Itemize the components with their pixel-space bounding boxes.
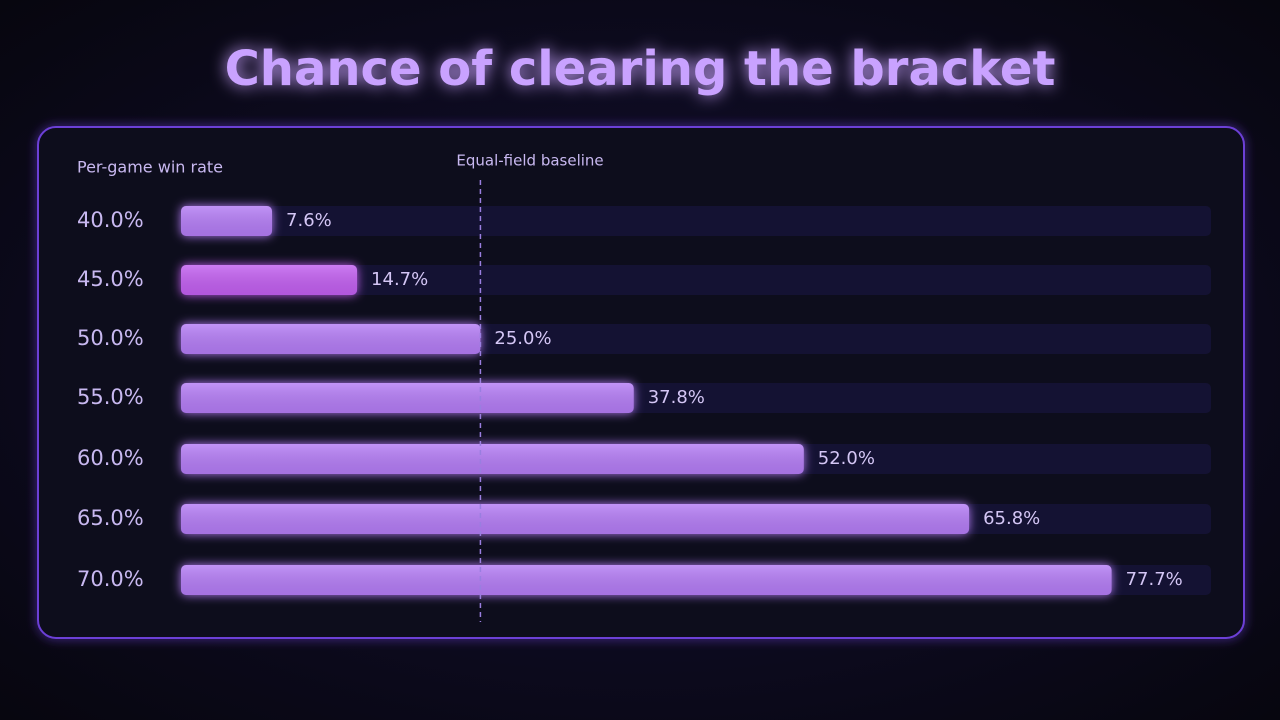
bar-sheen [181,444,804,474]
plot-area: 40.0% 7.6% 45.0% 14.7% 50.0% 25.0% 55.0% 37.8% 6… [77,152,1211,622]
value-label: 37.8% [648,387,705,408]
value-label: 77.7% [1126,569,1183,590]
y-tick-label: 65.0% [77,506,144,530]
y-tick-label: 45.0% [77,267,144,291]
y-tick-label: 55.0% [77,385,144,409]
bar-sheen [181,265,358,295]
axis-label: Per-game win rate [77,158,223,177]
bar-track [181,206,1211,236]
bar-track [181,265,1211,295]
baseline-label: Equal-field baseline [456,152,603,170]
y-tick-label: 60.0% [77,446,144,470]
bar-sheen [181,565,1112,595]
y-tick-label: 40.0% [77,208,144,232]
chart-title: Chance of clearing the bracket [225,41,1056,97]
bar-sheen [181,383,634,413]
value-label: 25.0% [494,328,551,349]
bar-sheen [181,206,273,236]
y-tick-label: 70.0% [77,567,144,591]
value-label: 65.8% [983,508,1040,529]
bar-sheen [181,504,970,534]
value-label: 52.0% [818,448,875,469]
value-label: 14.7% [371,269,428,290]
value-label: 7.6% [286,210,332,231]
panel [37,126,1245,639]
y-tick-label: 50.0% [77,326,144,350]
bar-sheen [181,324,481,354]
